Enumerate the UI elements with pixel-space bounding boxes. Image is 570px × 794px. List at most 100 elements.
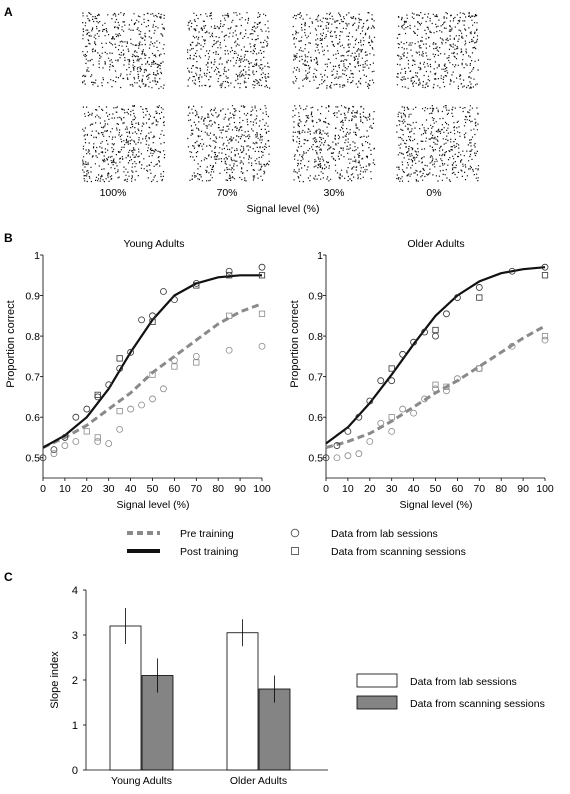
young-lab-pre-point	[94, 438, 102, 445]
young-lab-post-point	[50, 446, 58, 454]
older-lab-pre-point	[366, 438, 374, 445]
older-scan-pre-point	[476, 365, 483, 372]
older-y-tick-label: 0.5	[308, 453, 323, 465]
bar-lab-young	[109, 625, 142, 771]
older-scan-pre-point	[541, 332, 549, 340]
panel-a-xlabel: Signal level (%)	[247, 203, 320, 215]
older-lab-post-point	[366, 397, 374, 405]
young-lab-post-point	[127, 348, 135, 356]
older-scan-pre-point	[443, 383, 450, 390]
older-scan-post-point	[432, 326, 439, 334]
legend-scan-swatch	[356, 695, 398, 710]
young-x-tick-label: 80	[212, 483, 224, 495]
dot-stimulus-5	[82, 105, 166, 183]
young-scan-post-point	[116, 355, 123, 362]
bar-y-tick-label: 2	[72, 675, 78, 687]
young-lab-post-point	[225, 267, 233, 275]
older-lab-pre-point	[541, 336, 549, 344]
older-lab-post-point	[399, 350, 407, 358]
older-x-tick-label: 20	[364, 483, 376, 495]
dot-field	[292, 12, 376, 89]
legend-lab-label: Data from lab sessions	[331, 528, 438, 540]
young-lab-pre-point	[50, 450, 58, 458]
young-lab-pre-point	[170, 357, 178, 364]
older-scan-pre-point	[432, 381, 439, 388]
dot-stimulus-7	[292, 105, 376, 183]
legend-pre-label: Pre training	[180, 528, 234, 540]
older-x-tick-label: 80	[495, 483, 507, 495]
signal-level-70: 70%	[216, 187, 237, 199]
older-lab-pre-point	[421, 395, 428, 403]
young-lab-pre-point	[138, 401, 145, 409]
legend-scan-label: Data from scanning sessions	[331, 546, 466, 558]
panel-b-label: B	[4, 231, 13, 245]
young-scan-post-point	[94, 391, 101, 398]
bar-category-label: Young Adults	[111, 775, 172, 787]
older-lab-pre-point	[432, 385, 439, 393]
young-lab-post-point	[170, 296, 178, 304]
young-lab-pre-point	[127, 405, 135, 413]
young-scan-pre-point	[116, 407, 123, 415]
young-lab-post-point	[138, 316, 145, 324]
older-adults-chart: Older Adults Proportion correct Signal l…	[289, 238, 554, 511]
older-y-tick-label: 0.9	[308, 291, 323, 303]
older-y-tick-label: 0.8	[308, 331, 323, 343]
older-x-tick-label: 60	[452, 483, 464, 495]
young-x-tick-label: 20	[81, 483, 93, 495]
older-lab-post-point	[453, 294, 461, 301]
legend-bar-lab-label: Data from lab sessions	[410, 676, 517, 688]
young-scan-post-point	[193, 282, 200, 289]
young-scan-pre-point	[193, 359, 200, 366]
older-lab-pre-point	[410, 409, 418, 417]
young-y-tick-label: 0.8	[25, 331, 40, 343]
young-x-tick-label: 70	[190, 483, 202, 495]
young-x-tick-label: 100	[253, 483, 271, 495]
older-lab-pre-point	[508, 342, 516, 350]
young-lab-post-point	[258, 263, 266, 271]
young-lab-pre-point	[149, 395, 156, 403]
dot-field	[187, 12, 271, 89]
young-y-tick-label: 0.5	[25, 453, 40, 465]
older-y-tick-label: 0.6	[308, 412, 323, 424]
dot-field	[82, 12, 165, 90]
young-lab-pre-point	[192, 352, 200, 360]
dot-field	[396, 12, 480, 90]
older-lab-pre-point	[453, 375, 461, 383]
older-lab-post-point	[355, 413, 363, 421]
young-y-axis-label: Proportion correct	[5, 300, 17, 387]
young-scan-pre-point	[83, 428, 90, 435]
bar-y-tick-label: 4	[72, 585, 78, 597]
young-pre-training-curve	[42, 302, 263, 449]
legend-scan-marker	[291, 547, 299, 555]
dot-stimulus-1	[82, 12, 165, 90]
legend-lab-swatch	[356, 673, 398, 688]
young-y-tick-label: 0.7	[25, 372, 40, 384]
young-x-tick-label: 30	[103, 483, 115, 495]
older-lab-post-point	[410, 338, 418, 346]
older-lab-post-point	[388, 377, 396, 385]
older-post-training-curve	[325, 266, 546, 445]
bar-lab-older	[226, 632, 259, 771]
dot-field	[292, 105, 376, 183]
older-lab-post-point	[432, 332, 439, 340]
older-lab-post-point	[377, 377, 385, 385]
older-scan-post-point	[388, 365, 395, 372]
young-lab-pre-point	[225, 346, 233, 354]
young-y-tick-label: 1	[34, 250, 40, 262]
older-lab-pre-point	[355, 450, 363, 458]
older-lab-post-point	[475, 284, 483, 291]
bar-y-tick-label: 3	[72, 630, 78, 642]
bar-category-label: Older Adults	[230, 775, 287, 787]
dot-stimulus-8	[396, 105, 480, 182]
dot-stimulus-4	[396, 12, 480, 90]
older-lab-pre-point	[399, 405, 407, 413]
dot-stimulus-3	[292, 12, 376, 89]
older-lab-post-point	[541, 263, 549, 271]
young-lab-post-point	[149, 312, 156, 320]
older-lab-post-point	[443, 310, 450, 318]
bar-y-tick-label: 1	[72, 720, 78, 732]
young-scan-pre-point	[226, 312, 233, 319]
older-y-axis-label: Proportion correct	[289, 300, 301, 387]
signal-level-30: 30%	[323, 187, 344, 199]
panel-b-legend: Pre training Post training Data from lab…	[127, 528, 466, 558]
